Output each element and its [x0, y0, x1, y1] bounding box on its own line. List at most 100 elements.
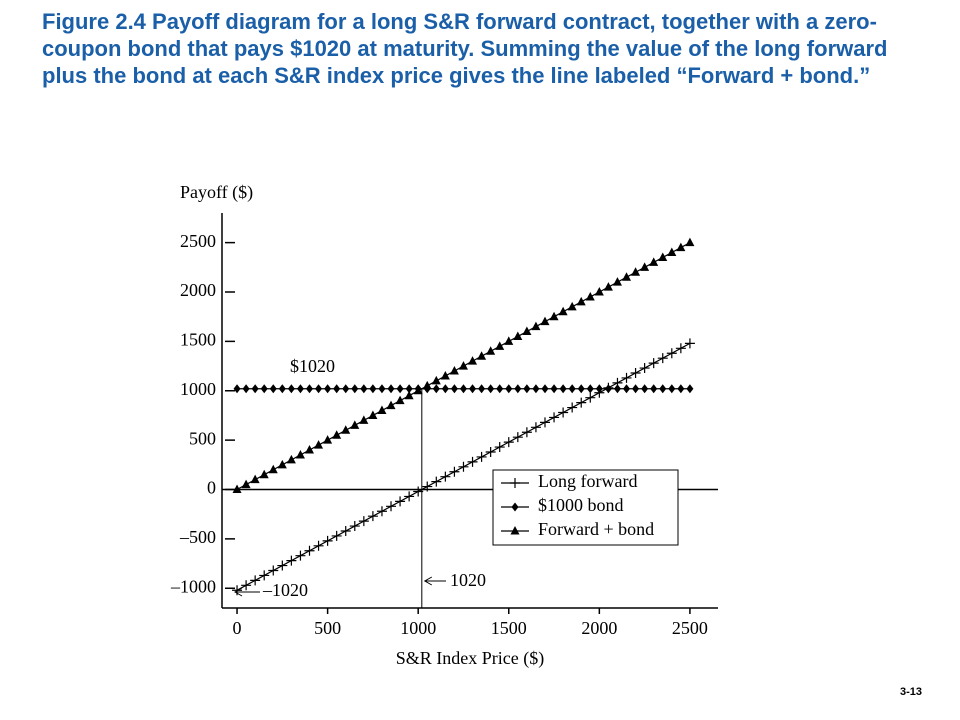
marker — [549, 311, 559, 321]
marker — [558, 306, 568, 316]
marker — [486, 346, 496, 355]
marker — [314, 440, 324, 449]
arrow — [423, 576, 446, 586]
marker — [286, 454, 296, 464]
marker — [485, 446, 496, 457]
marker — [233, 384, 241, 394]
marker — [559, 384, 567, 394]
marker — [495, 341, 505, 350]
marker — [341, 425, 351, 434]
marker — [468, 356, 478, 365]
annotation: 1020 — [450, 570, 486, 590]
marker — [405, 384, 413, 394]
marker — [649, 257, 659, 266]
legend-marker — [510, 478, 520, 488]
marker — [567, 402, 578, 413]
marker — [304, 545, 315, 556]
marker — [478, 384, 486, 394]
marker — [259, 469, 269, 479]
marker — [232, 484, 242, 493]
marker — [376, 506, 387, 517]
marker — [541, 384, 549, 394]
marker — [504, 336, 514, 345]
marker — [350, 420, 360, 429]
chart: Payoff ($) S&R Index Price ($) –1000 –500… — [170, 182, 718, 669]
marker — [568, 384, 576, 394]
marker — [287, 384, 295, 394]
marker — [404, 390, 414, 400]
y-axis-label: Payoff ($) — [180, 182, 253, 203]
marker — [241, 479, 251, 489]
marker — [477, 351, 487, 360]
x-tick-label: 1000 — [400, 618, 436, 638]
marker — [522, 326, 532, 335]
marker — [395, 496, 406, 507]
marker — [532, 384, 540, 394]
marker — [666, 348, 677, 359]
page-number: 3-13 — [899, 686, 922, 698]
marker — [586, 384, 594, 394]
marker — [323, 435, 333, 444]
y-tick-label: 500 — [189, 428, 216, 448]
marker — [531, 321, 541, 331]
marker — [603, 282, 613, 291]
legend-label: Forward + bond — [538, 519, 654, 539]
marker — [577, 384, 585, 394]
marker — [550, 384, 558, 394]
marker — [351, 384, 359, 394]
marker — [469, 384, 477, 394]
marker — [387, 384, 395, 394]
x-tick-label: 1500 — [491, 618, 527, 638]
marker — [349, 521, 360, 532]
marker — [250, 575, 261, 586]
marker — [296, 384, 304, 394]
marker — [277, 560, 288, 571]
x-axis-label: S&R Index Price ($) — [396, 648, 544, 669]
x-tick-label: 2500 — [672, 618, 708, 638]
marker — [277, 459, 287, 469]
marker — [630, 367, 641, 378]
marker — [342, 384, 350, 394]
marker — [322, 535, 333, 546]
marker — [476, 451, 487, 462]
marker — [386, 400, 396, 410]
marker — [494, 442, 505, 453]
x-tick-label: 500 — [314, 618, 341, 638]
arrow — [233, 587, 260, 597]
marker — [540, 316, 550, 326]
marker — [250, 474, 260, 484]
marker — [594, 287, 604, 296]
marker — [259, 570, 270, 581]
y-tick-label: 2500 — [180, 231, 216, 251]
marker — [459, 384, 467, 394]
y-tick-label: 0 — [207, 478, 216, 498]
marker — [260, 384, 268, 394]
marker — [386, 501, 397, 512]
marker — [413, 486, 424, 497]
marker — [677, 384, 685, 394]
marker — [278, 384, 286, 394]
annotation: $1020 — [290, 356, 335, 376]
marker — [369, 384, 377, 394]
marker — [641, 384, 649, 394]
y-tick-label: –500 — [179, 527, 216, 547]
marker — [549, 412, 560, 423]
marker — [251, 384, 259, 394]
marker — [413, 385, 423, 395]
marker — [686, 384, 694, 394]
marker — [631, 267, 641, 276]
marker — [505, 384, 513, 394]
marker — [623, 384, 631, 394]
legend-label: Long forward — [538, 471, 637, 491]
marker — [295, 449, 305, 459]
marker — [612, 277, 622, 286]
marker — [467, 456, 478, 467]
marker — [595, 384, 603, 394]
legend-label: $1000 bond — [538, 495, 624, 515]
marker — [512, 432, 523, 443]
marker — [431, 375, 441, 385]
marker — [331, 530, 342, 541]
marker — [340, 525, 351, 536]
marker — [648, 358, 659, 369]
marker — [513, 331, 523, 340]
